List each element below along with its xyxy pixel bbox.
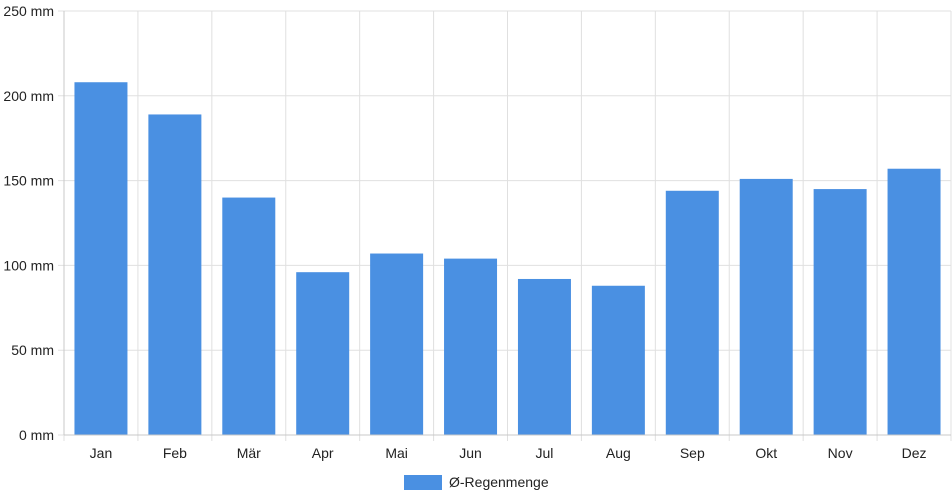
x-tick-labels: Jan Feb Mär Apr Mai Jun Jul Aug Sep Okt Nov Dez — [90, 445, 927, 461]
x-tick-label: Jun — [459, 445, 482, 461]
grid — [58, 10, 952, 441]
bar-mai[interactable] — [370, 253, 424, 435]
y-tick-label: 100 mm — [3, 257, 54, 273]
y-tick-label: 0 mm — [19, 427, 54, 443]
x-tick-label: Dez — [902, 445, 927, 461]
y-tick-label: 50 mm — [11, 342, 54, 358]
bars — [74, 82, 941, 436]
x-tick-label: Okt — [755, 445, 777, 461]
bar-aug[interactable] — [591, 285, 645, 435]
x-tick-label: Nov — [828, 445, 853, 461]
legend[interactable]: Ø-Regenmenge — [404, 474, 549, 490]
y-tick-label: 200 mm — [3, 88, 54, 104]
bar-sep[interactable] — [665, 190, 719, 435]
x-tick-label: Feb — [163, 445, 187, 461]
bar-apr[interactable] — [296, 272, 350, 435]
x-tick-label: Aug — [606, 445, 631, 461]
bar-nov[interactable] — [813, 189, 867, 435]
x-tick-label: Apr — [312, 445, 334, 461]
x-tick-label: Jul — [536, 445, 554, 461]
bar-feb[interactable] — [148, 114, 202, 436]
bar-dez[interactable] — [887, 168, 941, 435]
legend-swatch — [404, 475, 442, 490]
bar-mär[interactable] — [222, 197, 276, 435]
legend-label: Ø-Regenmenge — [449, 474, 549, 490]
bar-jul[interactable] — [517, 278, 571, 435]
y-tick-labels: 0 mm 50 mm 100 mm 150 mm 200 mm 250 mm — [3, 3, 54, 443]
bar-jun[interactable] — [444, 258, 498, 435]
x-tick-label: Jan — [90, 445, 113, 461]
x-tick-label: Mär — [237, 445, 261, 461]
y-tick-label: 150 mm — [3, 173, 54, 189]
axes — [63, 11, 951, 436]
x-tick-label: Mai — [385, 445, 408, 461]
bar-okt[interactable] — [739, 178, 793, 436]
bar-jan[interactable] — [74, 82, 128, 436]
y-tick-label: 250 mm — [3, 3, 54, 19]
x-tick-label: Sep — [680, 445, 705, 461]
